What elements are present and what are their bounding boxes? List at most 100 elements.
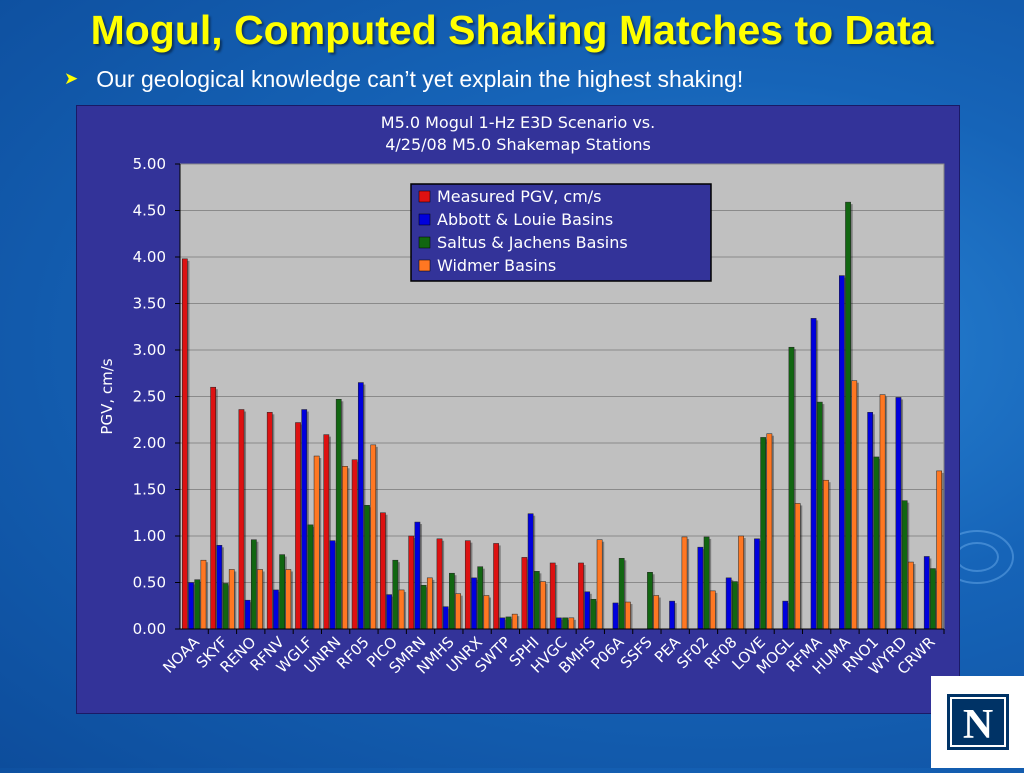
bar-widmer-basins-smrn <box>426 577 433 630</box>
bar-shadow <box>234 571 237 629</box>
slide-title: Mogul, Computed Shaking Matches to Data <box>90 7 934 53</box>
bar-saltus-jachens-basins-rfnv <box>279 554 285 630</box>
bullet-point: ➤ Our geological knowledge can’t yet exp… <box>64 64 743 94</box>
bar-shadow <box>687 538 690 629</box>
bar-measured-pgv-cm-s-noaa <box>181 258 188 630</box>
bar-widmer-basins-skyf <box>228 569 235 630</box>
bar-shadow <box>404 591 407 629</box>
bar-shadow <box>709 538 712 629</box>
chart-panel: M5.0 Mogul 1-Hz E3D Scenario vs. 4/25/08 … <box>76 105 960 714</box>
y-tick-label: 2.00 <box>133 434 166 452</box>
bar-shadow <box>828 482 831 629</box>
bar-widmer-basins-hvgc <box>568 617 575 630</box>
university-logo: N <box>931 676 1024 768</box>
bar-widmer-basins-pico <box>398 589 405 630</box>
bar-abbott-louie-basins-smrn <box>414 521 421 630</box>
y-tick-label: 0.00 <box>133 620 166 638</box>
bar-saltus-jachens-basins-p06a <box>618 558 625 630</box>
bar-shadow <box>674 603 677 629</box>
bar-shadow <box>856 382 859 629</box>
y-tick-label: 1.00 <box>133 527 166 545</box>
y-tick-label: 4.00 <box>133 248 166 266</box>
bar-shadow <box>624 560 627 629</box>
bar-shadow <box>319 458 322 629</box>
bar-widmer-basins-rno1 <box>879 394 886 630</box>
bar-widmer-basins-swtp <box>511 613 518 630</box>
bar-shadow <box>913 564 916 629</box>
x-tick-label: RF05 <box>333 633 373 673</box>
bar-abbott-louie-basins-rfma <box>810 318 817 630</box>
bar-abbott-louie-basins-rfnv <box>273 589 279 630</box>
bar-shadow <box>272 414 275 629</box>
bar-widmer-basins-sf02 <box>709 590 716 630</box>
bar-shadow <box>573 619 576 629</box>
bar-abbott-louie-basins-pea <box>669 600 675 630</box>
bar-abbott-louie-basins-skyf <box>216 545 223 630</box>
bar-widmer-basins-rf08 <box>738 535 744 630</box>
bar-saltus-jachens-basins-swtp <box>505 616 512 630</box>
bar-shadow <box>206 562 209 629</box>
bar-abbott-louie-basins-crwr <box>923 556 930 630</box>
legend-label: Widmer Basins <box>437 256 556 275</box>
bar-saltus-jachens-basins-sphi <box>533 571 540 630</box>
bar-measured-pgv-cm-s-swtp <box>493 543 499 630</box>
bar-widmer-basins-sphi <box>540 581 546 630</box>
bar-shadow <box>442 540 445 629</box>
bar-shadow <box>290 571 293 629</box>
arrow-bullet-icon: ➤ <box>64 69 79 88</box>
bar-saltus-jachens-basins-wyrd <box>901 500 908 630</box>
bar-measured-pgv-cm-s-rf05 <box>351 459 358 630</box>
bar-abbott-louie-basins-wyrd <box>895 397 902 630</box>
bar-widmer-basins-rf05 <box>370 444 377 630</box>
bar-widmer-basins-wglf <box>313 455 320 630</box>
bar-abbott-louie-basins-bmhs <box>584 591 591 630</box>
bar-shadow <box>489 597 492 629</box>
bar-abbott-louie-basins-nmhs <box>442 606 449 630</box>
bar-abbott-louie-basins-sf02 <box>697 546 704 630</box>
bar-widmer-basins-unrn <box>342 466 348 630</box>
bar-measured-pgv-cm-s-skyf <box>210 386 216 630</box>
bar-abbott-louie-basins-unrx <box>471 577 477 630</box>
bar-shadow <box>602 541 605 629</box>
bar-shadow <box>460 595 463 629</box>
bar-saltus-jachens-basins-rno1 <box>873 456 880 630</box>
bar-widmer-basins-rfnv <box>285 569 292 630</box>
y-tick-label: 0.50 <box>133 574 166 592</box>
bar-shadow <box>517 616 520 629</box>
bar-measured-pgv-cm-s-rfnv <box>266 412 273 630</box>
bar-saltus-jachens-basins-reno <box>250 539 257 630</box>
legend-box <box>410 183 712 282</box>
bar-shadow <box>545 583 548 629</box>
bar-abbott-louie-basins-sphi <box>527 513 534 630</box>
bar-widmer-basins-rfma <box>823 479 829 630</box>
bar-saltus-jachens-basins-rf05 <box>364 505 370 630</box>
bar-shadow <box>420 524 423 629</box>
bar-shadow <box>794 349 797 629</box>
legend-label: Measured PGV, cm/s <box>437 187 602 206</box>
y-tick-label: 4.50 <box>133 202 166 220</box>
bar-abbott-louie-basins-unrn <box>329 540 336 630</box>
x-tick-label: SSFS <box>617 633 656 672</box>
y-tick-label: 3.50 <box>133 295 166 313</box>
bar-saltus-jachens-basins-huma <box>845 201 851 630</box>
bar-shadow <box>244 411 247 629</box>
bar-measured-pgv-cm-s-hvgc <box>549 562 556 630</box>
bar-widmer-basins-nmhs <box>455 593 461 630</box>
bar-widmer-basins-pea <box>681 536 688 630</box>
bar-measured-pgv-cm-s-bmhs <box>578 562 584 630</box>
bar-widmer-basins-huma <box>851 380 858 630</box>
bar-saltus-jachens-basins-smrn <box>420 585 427 630</box>
bar-widmer-basins-unrx <box>483 595 490 630</box>
bar-shadow <box>555 564 558 629</box>
bar-abbott-louie-basins-huma <box>839 275 845 630</box>
bar-shadow <box>375 446 378 629</box>
water-ripple-decoration <box>955 542 999 572</box>
bar-abbott-louie-basins-p06a <box>612 602 619 630</box>
bar-measured-pgv-cm-s-wglf <box>295 422 301 630</box>
bar-shadow <box>771 435 774 629</box>
bar-saltus-jachens-basins-skyf <box>222 583 229 630</box>
bar-abbott-louie-basins-noaa <box>188 582 194 630</box>
legend-swatch <box>418 190 431 203</box>
bar-widmer-basins-crwr <box>936 470 943 630</box>
bar-saltus-jachens-basins-unrn <box>335 399 342 630</box>
